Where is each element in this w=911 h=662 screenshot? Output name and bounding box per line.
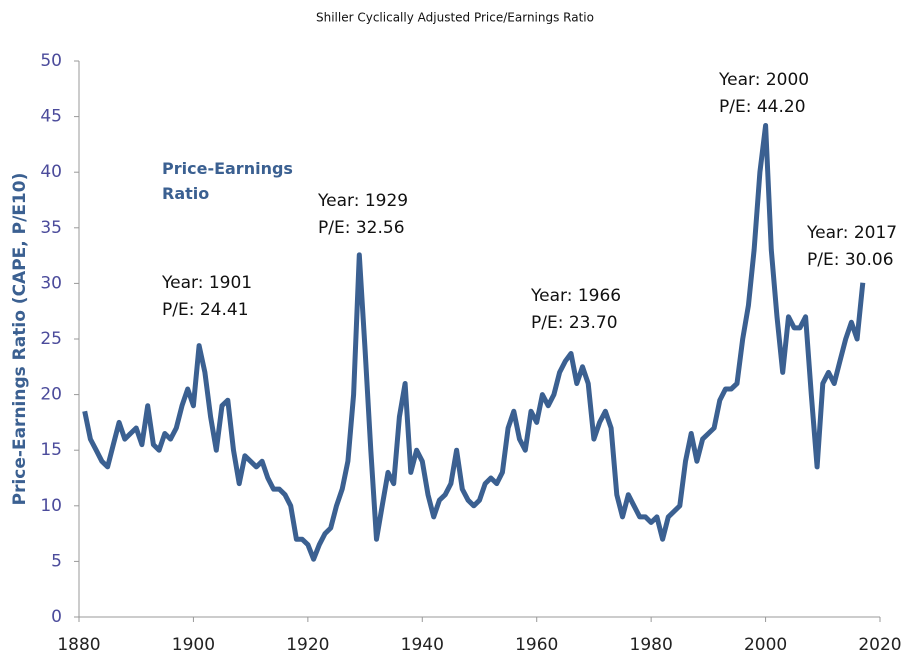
y-tick-label: 50 [40,51,62,71]
line-series [82,123,866,562]
y-tick-label: 0 [51,607,62,627]
y-tick-label: 40 [40,162,62,182]
x-tick-label: 1880 [57,635,100,655]
annotation: Year: 1966 [530,286,621,306]
x-tick-label: 1900 [172,635,215,655]
x-tick-label: 1980 [630,635,673,655]
x-tick-label: 1960 [515,635,558,655]
annotation: P/E: 23.70 [531,313,618,333]
annotation: Year: 2000 [718,70,809,90]
y-tick-label: 30 [40,273,62,293]
y-tick-label: 35 [40,218,62,238]
annotation: P/E: 32.56 [318,218,405,238]
legend-label: Price-Earnings Ratio [162,159,293,203]
y-tick-label: 45 [40,107,62,127]
annotation: Year: 2017 [806,223,897,243]
y-tick-label: 25 [40,329,62,349]
y-tick-label: 20 [40,385,62,405]
annotation: P/E: 30.06 [807,250,894,270]
x-tick-label: 2020 [858,635,901,655]
annotation: P/E: 24.41 [162,300,249,320]
y-axis-label: Price-Earnings Ratio (CAPE, P/E10) [10,173,30,506]
y-tick-label: 15 [40,440,62,460]
y-tick-label: 5 [51,551,62,571]
x-tick-label: 1920 [286,635,329,655]
annotation: Year: 1901 [161,273,252,293]
y-tick-label: 10 [40,496,62,516]
annotation: P/E: 44.20 [719,97,806,117]
x-tick-label: 2000 [744,635,787,655]
chart-title: Shiller Cyclically Adjusted Price/Earnin… [316,11,594,25]
annotation: Year: 1929 [317,191,408,211]
x-tick-label: 1940 [401,635,444,655]
